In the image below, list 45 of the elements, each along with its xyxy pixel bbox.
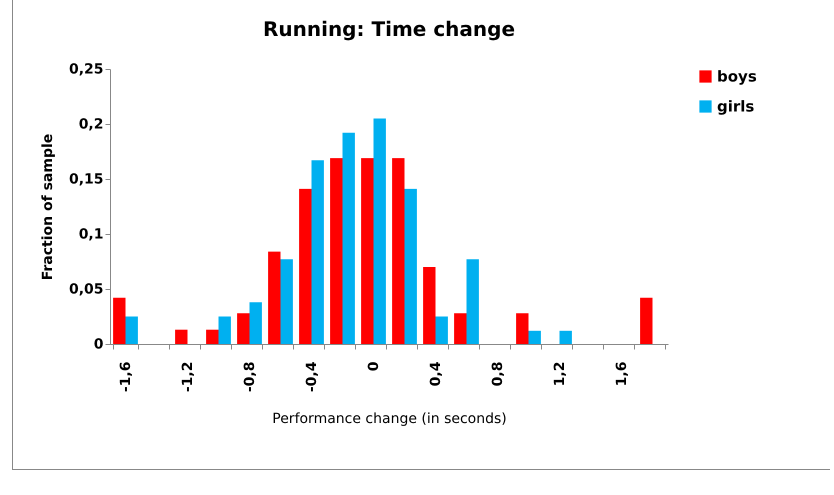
chart-title: Running: Time change <box>262 17 516 41</box>
bar <box>342 132 355 344</box>
x-tick-label: 0,8 <box>490 362 506 386</box>
bar <box>250 302 262 344</box>
x-tick-label: 0 <box>366 361 382 372</box>
x-tick-label: 0,4 <box>428 361 444 386</box>
bar <box>374 118 386 344</box>
x-tick-label: -0,8 <box>242 362 258 392</box>
y-tick-label: 0,05 <box>68 282 104 298</box>
x-axis-title: Performance change (in seconds) <box>272 411 507 428</box>
bar <box>280 259 293 344</box>
bar <box>330 158 342 344</box>
bar <box>528 330 541 344</box>
bar <box>454 313 466 344</box>
bar <box>126 316 138 344</box>
bar <box>516 313 528 344</box>
x-tick-label: 1,2 <box>552 362 568 386</box>
bar <box>436 316 448 344</box>
bar <box>423 267 436 344</box>
bar <box>312 160 324 344</box>
bar <box>560 330 572 344</box>
bar <box>175 330 188 344</box>
x-tick-label: 1,6 <box>614 362 630 386</box>
y-axis-title: Fraction of sample <box>40 134 56 280</box>
bar <box>237 313 250 344</box>
y-tick-label: 0,1 <box>78 226 104 242</box>
bar <box>113 298 126 344</box>
y-tick-label: 0 <box>94 336 104 352</box>
bar <box>392 158 404 344</box>
x-tick-label: -0,4 <box>304 361 320 392</box>
y-tick-label: 0,2 <box>78 116 104 132</box>
bar <box>404 188 417 344</box>
bar <box>640 298 652 344</box>
x-tick-label: -1,6 <box>118 362 134 392</box>
bar <box>466 259 479 344</box>
bar <box>206 330 218 344</box>
bar <box>268 252 280 344</box>
legend-label: girls <box>717 98 754 116</box>
y-tick-label: 0,25 <box>68 62 104 78</box>
bar <box>299 188 312 344</box>
bar <box>218 316 231 344</box>
bar <box>361 158 374 344</box>
legend-label: boys <box>717 68 757 86</box>
x-tick-label: -1,2 <box>180 362 196 392</box>
y-tick-label: 0,15 <box>68 172 104 188</box>
